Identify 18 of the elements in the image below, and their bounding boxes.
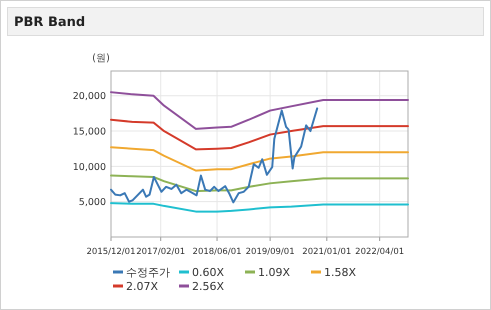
y-tick-label: 10,000 <box>72 162 106 173</box>
legend-label: 0.60X <box>192 266 224 279</box>
legend-label: 2.07X <box>126 280 158 293</box>
x-tick-label: 2018/06/01 <box>192 247 242 257</box>
legend-label: 2.56X <box>192 280 224 293</box>
x-tick-label: 2021/01/01 <box>302 247 352 257</box>
x-tick-label: 2022/04/01 <box>355 247 404 257</box>
x-tick-label: 2019/09/01 <box>246 247 295 257</box>
x-tick-label: 2015/12/01 <box>86 247 136 257</box>
y-axis-title: (원) <box>92 53 110 64</box>
chart-title: PBR Band <box>14 15 86 30</box>
y-tick-label: 20,000 <box>72 91 106 102</box>
legend-label: 1.09X <box>258 266 290 279</box>
x-tick-label: 2017/02/01 <box>136 247 186 257</box>
legend-label: 1.58X <box>324 266 356 279</box>
y-tick-label: 5,000 <box>78 197 106 208</box>
y-tick-label: 15,000 <box>72 126 106 138</box>
legend-label: 수정주가 <box>126 266 170 279</box>
